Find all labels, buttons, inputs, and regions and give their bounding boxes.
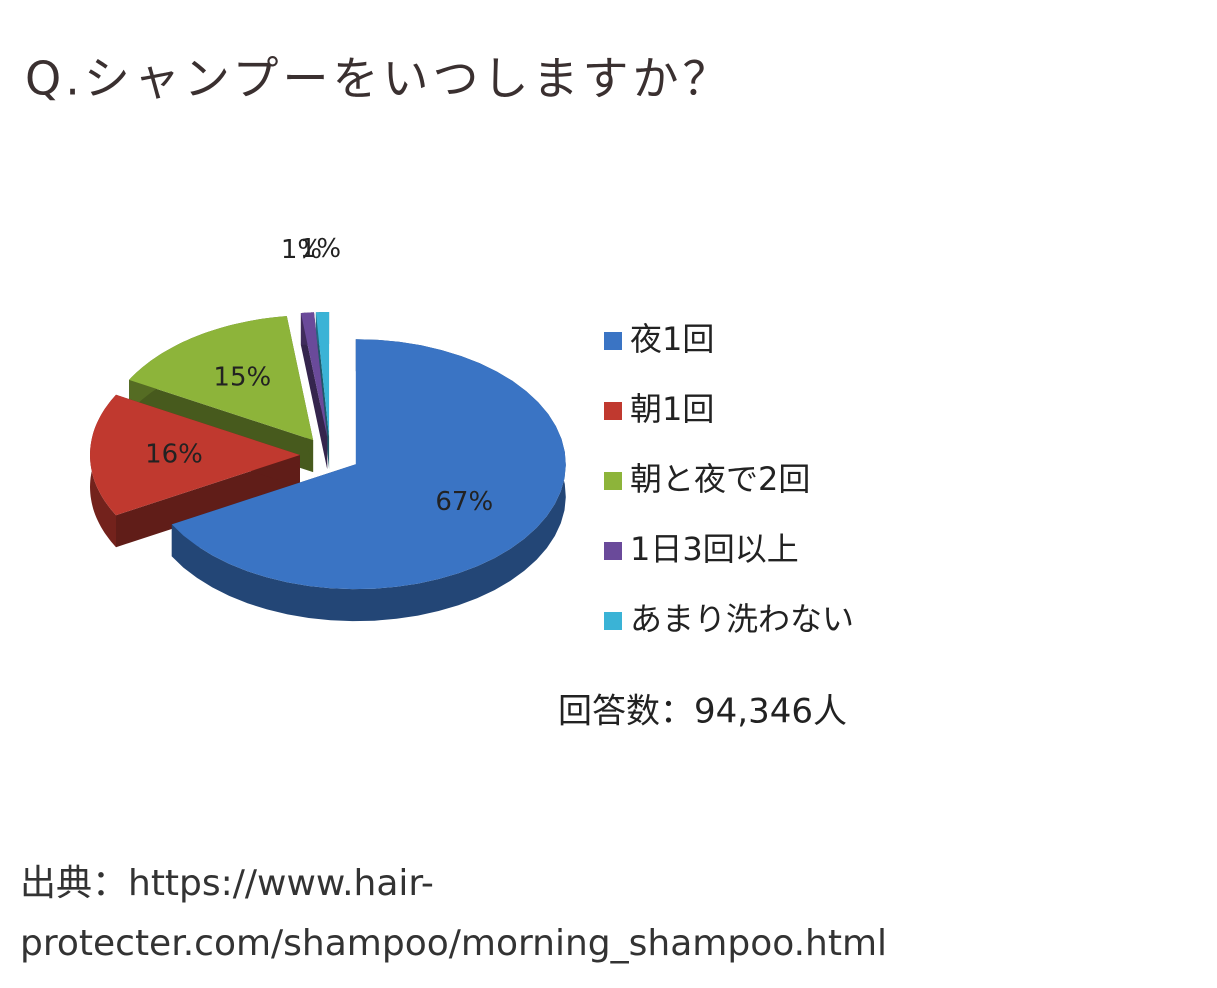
- slice-top: [315, 312, 330, 437]
- legend-swatch: [604, 402, 622, 420]
- legend-label: 夜1回: [630, 320, 714, 358]
- legend-swatch: [604, 542, 622, 560]
- legend-label: 1日3回以上: [630, 530, 799, 568]
- data-label: 1%: [300, 234, 341, 264]
- respondents-note: 回答数：94,346人: [558, 692, 847, 732]
- legend-label: 朝と夜で2回: [630, 460, 810, 498]
- legend-swatch: [604, 612, 622, 630]
- source-line: protecter.com/shampoo/morning_shampoo.ht…: [20, 923, 887, 964]
- legend-label: 朝1回: [630, 390, 714, 428]
- source-line: 出典：https://www.hair-: [20, 863, 434, 904]
- legend-swatch: [604, 472, 622, 490]
- slice-top: [171, 339, 566, 590]
- slice: [171, 339, 566, 622]
- slice-top: [90, 394, 300, 516]
- chart-title: Q.シャンプーをいつしますか？: [25, 52, 732, 106]
- data-label: 1%: [281, 235, 322, 265]
- slice-side: [116, 455, 300, 548]
- slice-top: [129, 316, 314, 441]
- slice: [129, 316, 314, 473]
- legend-swatch: [604, 332, 622, 350]
- data-label: 67%: [435, 487, 493, 517]
- legend-label: あまり洗わない: [630, 600, 854, 638]
- data-label: 15%: [213, 363, 271, 393]
- slice-side: [300, 313, 328, 470]
- data-label: 16%: [145, 440, 203, 470]
- slice-top: [300, 312, 328, 438]
- slice: [300, 312, 328, 470]
- slice: [90, 394, 300, 548]
